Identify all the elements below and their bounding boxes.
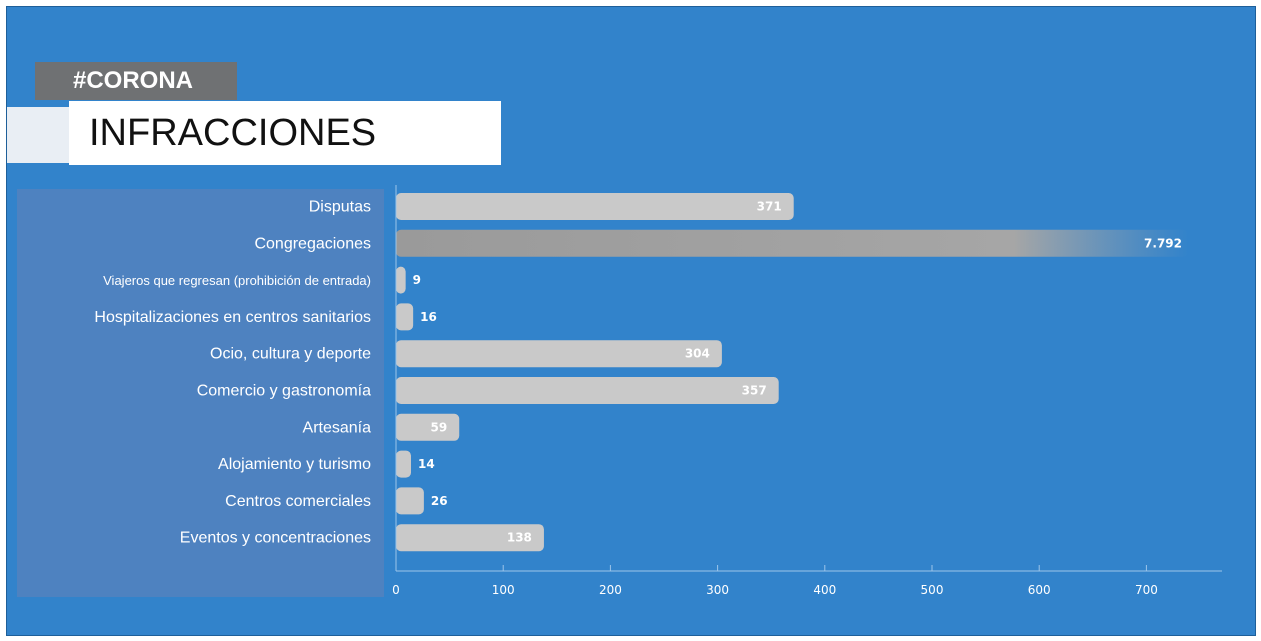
bar — [396, 266, 406, 294]
bar — [396, 413, 460, 441]
value-label: 26 — [431, 494, 448, 508]
category-label: Comercio y gastronomía — [197, 383, 371, 400]
x-tick-label: 500 — [921, 583, 944, 597]
hashtag-label: #CORONA — [35, 62, 237, 100]
bar — [396, 229, 1188, 257]
bar — [396, 303, 414, 331]
value-label: 7.792 — [1144, 236, 1182, 250]
x-tick-label: 300 — [706, 583, 729, 597]
chart-title: INFRACCIONES — [69, 101, 501, 165]
category-label: Centros comerciales — [225, 493, 371, 510]
category-label: Ocio, cultura y deporte — [210, 346, 371, 363]
bar — [396, 524, 544, 552]
value-label: 14 — [418, 457, 435, 471]
value-label: 59 — [431, 420, 448, 434]
category-label-panel — [17, 189, 384, 597]
bar — [396, 450, 412, 478]
value-label: 371 — [757, 200, 782, 214]
category-label: Artesanía — [303, 419, 372, 436]
value-label: 9 — [413, 273, 421, 287]
category-label: Alojamiento y turismo — [218, 456, 371, 473]
bar — [396, 193, 794, 220]
title-strip — [7, 107, 69, 163]
category-label: Disputas — [309, 199, 371, 216]
value-label: 16 — [420, 310, 437, 324]
value-label: 304 — [685, 347, 710, 361]
value-label: 357 — [742, 384, 767, 398]
x-tick-label: 600 — [1028, 583, 1051, 597]
category-label: Congregaciones — [254, 235, 371, 252]
bar — [396, 340, 722, 368]
bar — [396, 377, 779, 404]
category-label: Hospitalizaciones en centros sanitarios — [94, 309, 371, 326]
x-tick-label: 400 — [813, 583, 836, 597]
x-tick-label: 700 — [1135, 583, 1158, 597]
value-label: 138 — [507, 531, 532, 545]
category-label: Viajeros que regresan (prohibición de en… — [103, 273, 371, 288]
x-tick-label: 0 — [392, 583, 400, 597]
chart-frame: #CORONA INFRACCIONES — [6, 6, 1256, 636]
category-label: Eventos y concentraciones — [180, 530, 371, 547]
bar — [396, 487, 424, 515]
x-tick-label: 100 — [492, 583, 515, 597]
x-tick-label: 200 — [599, 583, 622, 597]
